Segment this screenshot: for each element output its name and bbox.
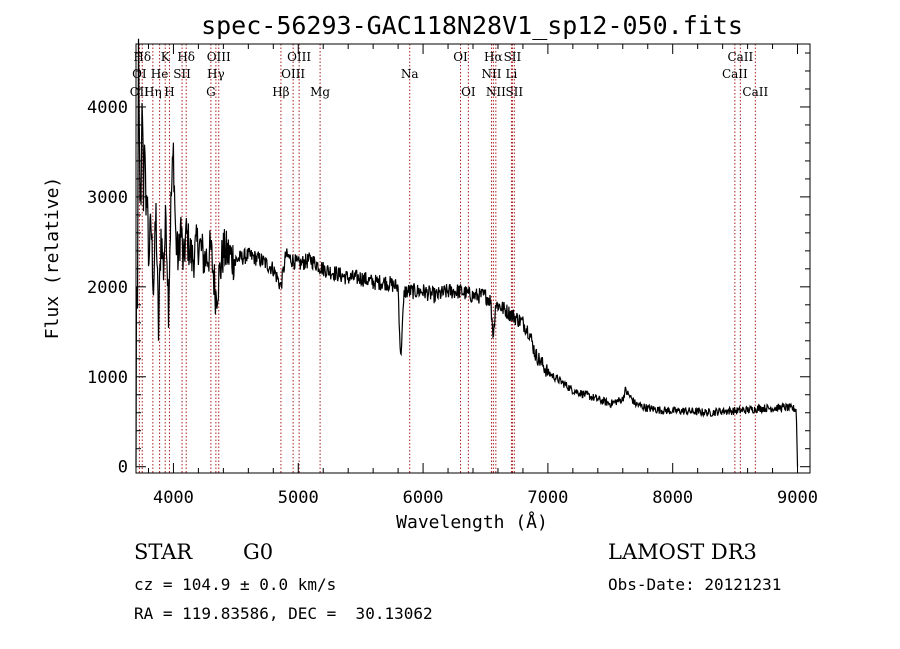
spectral-line-markers — [138, 44, 756, 473]
x-ticks: 4000 5000 6000 7000 8000 9000 — [147, 44, 818, 508]
spectral-line-label: Hδ — [177, 50, 195, 64]
spectral-line-label: Hα — [484, 50, 503, 64]
spectral-line-label: OIII — [207, 50, 231, 64]
spectral-line-label: NII — [481, 67, 501, 81]
spectral-line-label: He — [151, 67, 169, 81]
spectral-line-label: Hη — [144, 85, 162, 99]
spectral-line-label: NII — [486, 85, 506, 99]
spectral-line-label: Hβ — [272, 85, 289, 99]
x-tick-label: 8000 — [652, 488, 693, 508]
spectral-line-label: Hγ — [207, 67, 225, 81]
y-axis-label: Flux (relative) — [42, 177, 63, 340]
spectral-line-label: OI — [453, 50, 468, 64]
x-tick-label: 6000 — [403, 488, 444, 508]
y-tick-label: 1000 — [87, 368, 128, 388]
coordinates: RA = 119.83586, DEC = 30.13062 — [134, 604, 433, 623]
y-ticks: 0 1000 2000 3000 4000 — [87, 52, 810, 478]
spectral-line-label: CaII — [727, 50, 753, 64]
redshift-cz: cz = 104.9 ± 0.0 km/s — [134, 575, 337, 594]
y-tick-label: 4000 — [87, 98, 128, 118]
y-tick-label: 3000 — [87, 188, 128, 208]
spectral-line-label: OI — [132, 67, 147, 81]
spectral-line-label: Hδ — [133, 50, 151, 64]
spectral-line-label: SII — [505, 85, 523, 99]
spectral-line-label: Li — [506, 67, 518, 81]
spectral-line-label: CaII — [742, 85, 768, 99]
spectral-line-label: OI — [461, 85, 476, 99]
spectrum-line — [135, 38, 799, 467]
spectral-line-label: Mg — [310, 85, 330, 99]
spectral-line-label: K — [161, 50, 171, 64]
spectral-line-label: G — [206, 85, 216, 99]
y-tick-label: 2000 — [87, 278, 128, 298]
object-class: STAR — [134, 540, 193, 564]
chart-title: spec-56293-GAC118N28V1_sp12-050.fits — [201, 11, 743, 40]
spectral-line-label: H — [164, 85, 174, 99]
spectral-line-label: OIII — [281, 67, 305, 81]
x-tick-label: 7000 — [527, 488, 568, 508]
spectral-line-label: SII — [173, 67, 191, 81]
spectral-line-label: OIII — [287, 50, 311, 64]
spectral-line-label: CaII — [722, 67, 748, 81]
y-tick-label: 0 — [118, 458, 128, 478]
x-tick-label: 9000 — [777, 488, 818, 508]
x-axis-label: Wavelength (Å) — [396, 511, 548, 533]
survey-name: LAMOST DR3 — [608, 540, 757, 564]
obs-date: Obs-Date: 20121231 — [608, 575, 782, 594]
spectral-line-label: Na — [401, 67, 419, 81]
spectral-line-label: SII — [504, 50, 522, 64]
x-tick-label: 5000 — [278, 488, 319, 508]
x-tick-label: 4000 — [153, 488, 194, 508]
object-subclass: G0 — [243, 540, 274, 564]
